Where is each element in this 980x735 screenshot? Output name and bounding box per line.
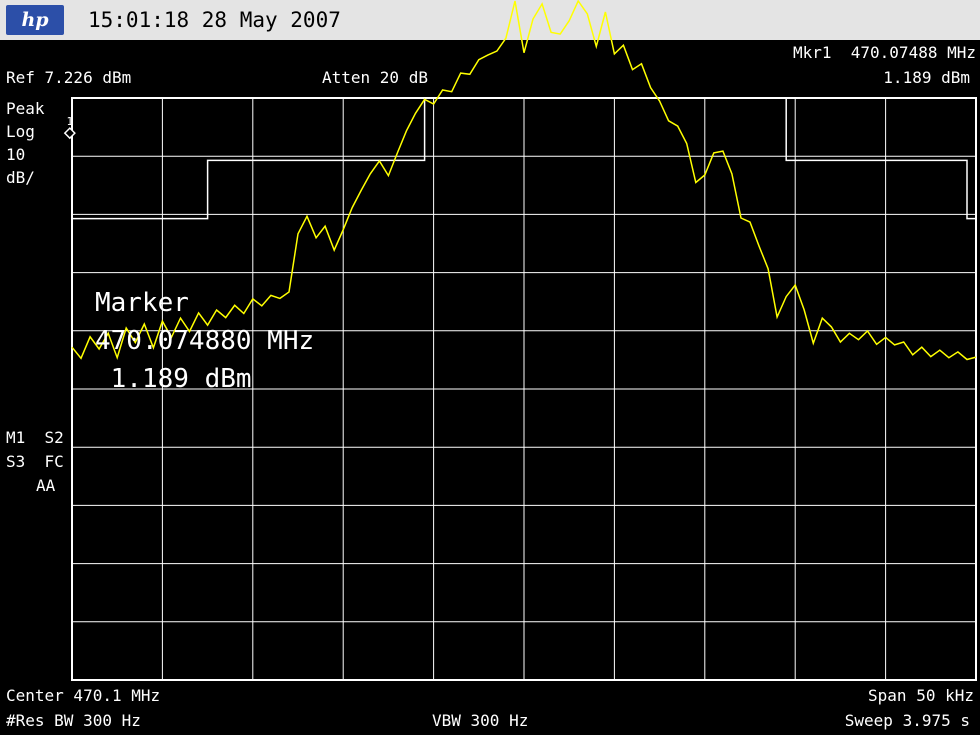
trace-status-line2: S3 FC [6, 452, 64, 471]
center-frequency: Center 470.1 MHz [6, 686, 161, 705]
resolution-bandwidth: #Res BW 300 Hz [6, 711, 141, 730]
marker-readout-title: Marker [95, 288, 189, 318]
timestamp: 15:01:18 28 May 2007 [88, 8, 341, 32]
graticule-grid [72, 98, 976, 680]
marker-diamond-icon [63, 127, 76, 140]
attenuation: Atten 20 dB [322, 68, 428, 87]
sweep-time: Sweep 3.975 s [844, 711, 970, 730]
video-bandwidth: VBW 300 Hz [432, 711, 529, 730]
span: Span 50 kHz [868, 686, 974, 705]
scale-type-label: Log [6, 122, 35, 141]
title-bar: hp 15:01:18 28 May 2007 [0, 0, 980, 40]
marker-level-header: 1.189 dBm [883, 68, 970, 87]
detector-label: Peak [6, 99, 45, 118]
marker-number-label: 1 [67, 115, 74, 128]
marker-readout-level: 1.189 dBm [95, 364, 252, 394]
spectrum-trace [71, 0, 977, 361]
limit-mask-line [72, 97, 976, 220]
marker-readout-frequency: 470.074880 MHz [95, 326, 315, 356]
scale-unit-label: dB/ [6, 168, 35, 187]
marker-frequency-header: Mkr1 470.07488 MHz [792, 43, 976, 62]
scale-value-label: 10 [6, 145, 26, 164]
trace-status-line1: M1 S2 [6, 428, 64, 447]
reference-level: Ref 7.226 dBm [6, 68, 132, 87]
trace-status-line3: AA [36, 476, 56, 495]
hp-logo: hp [6, 5, 64, 35]
